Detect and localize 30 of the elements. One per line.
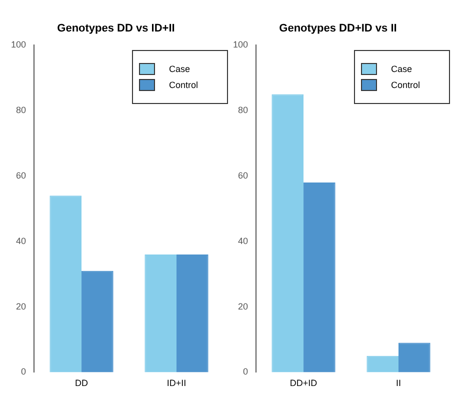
bar: [176, 254, 208, 372]
y-tick-label: 80: [16, 105, 26, 116]
bar: [272, 94, 304, 372]
bar: [366, 356, 399, 372]
y-tick-label: 100: [232, 40, 248, 50]
bar: [50, 196, 82, 372]
y-tick-label: 60: [16, 170, 26, 180]
y-tick-label: 0: [243, 366, 248, 377]
x-tick-label: ID+II: [166, 378, 186, 388]
x-tick-label: DD+ID: [290, 378, 318, 388]
y-tick-label: 0: [21, 366, 26, 377]
legend-label: Control: [169, 80, 198, 90]
y-tick-label: 40: [16, 236, 26, 246]
legend-label: Control: [391, 80, 420, 90]
y-tick-label: 40: [238, 236, 248, 246]
bar: [398, 342, 430, 372]
y-tick-label: 60: [238, 170, 248, 180]
y-tick-label: 20: [238, 301, 248, 312]
y-tick-label: 80: [238, 105, 248, 116]
chart-title: Genotypes DD+ID vs II: [279, 22, 397, 35]
legend-label: Case: [391, 64, 412, 74]
x-tick-label: DD: [75, 378, 89, 388]
bar: [144, 254, 177, 372]
y-tick-label: 20: [16, 301, 26, 312]
x-tick-label: II: [396, 378, 402, 388]
bar: [82, 270, 114, 372]
bar: [304, 182, 336, 372]
chart-title: Genotypes DD vs ID+II: [57, 22, 175, 35]
y-tick-label: 100: [10, 40, 26, 50]
legend-label: Case: [169, 64, 190, 74]
